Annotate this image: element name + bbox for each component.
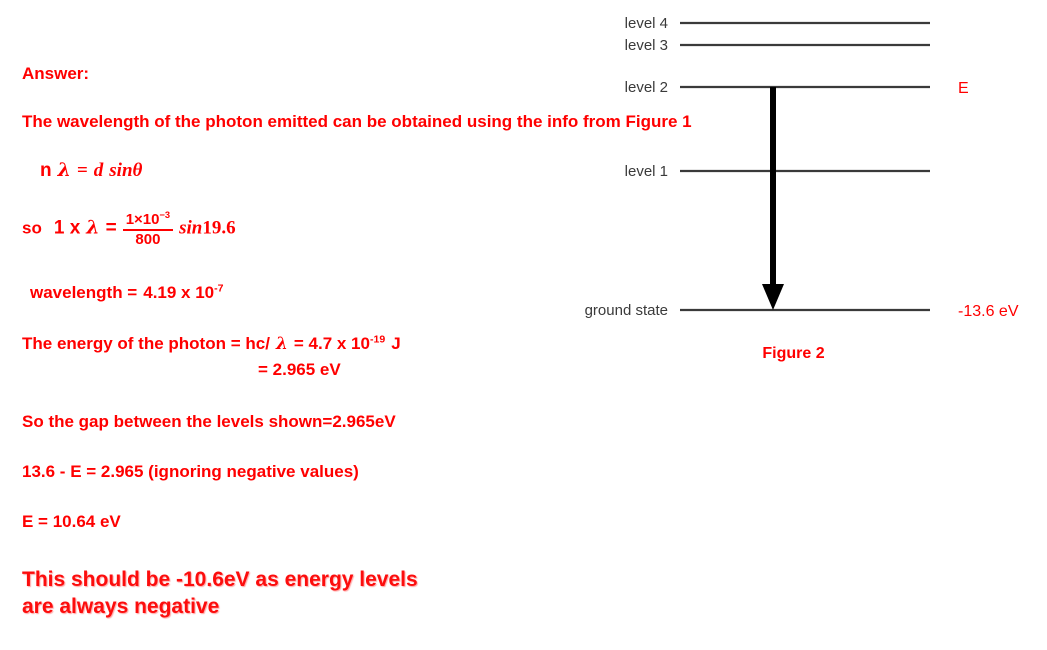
energy-equation: 13.6 - E = 2.965 (ignoring negative valu… [22,462,359,481]
transition-arrow-head [762,284,784,310]
wavelength-result: wavelength = 4.19 x 10-7 [30,283,224,303]
photon-energy-joules: The energy of the photon = hc/λ = 4.7 x 1… [22,334,401,355]
correction-note-line-2: are always negative [22,595,220,619]
energy-prefix: The energy of the photon = hc/ [22,334,270,353]
formula-lambda: λ [57,159,71,181]
level-label-1: level 3 [625,37,668,54]
level-label-0: level 4 [625,15,668,32]
energy-lambda: λ [275,334,288,354]
level-energy-tag-2: E [958,80,969,97]
energy-result: E = 10.64 eV [22,512,121,531]
fraction-numerator: 1×10−3 [123,210,173,229]
formula-diffraction-general: n λ = d sinθ [40,159,143,182]
formula-fraction: 1×10−3 800 [122,210,174,248]
level-label-3: level 1 [625,163,668,180]
numerator-base: 1×10 [125,211,160,228]
answer-heading: Answer: [22,64,90,83]
figure-caption: Figure 2 [540,345,1047,363]
correction-note-line-1: This should be -10.6eV as energy levels [22,568,418,591]
figure-caption-text: Figure 2 [762,345,825,362]
level-energy-tag-4: -13.6 eV [958,303,1019,320]
energy-value: = 4.7 x 10 [293,334,370,353]
formula-n: n [40,160,52,181]
fraction-denominator: 800 [122,228,174,248]
formula-one-x: 1 x [53,217,81,239]
formula-equals: = [76,160,88,181]
energy-unit: J [391,334,401,353]
numerator-exponent: −3 [159,210,171,220]
formula-lambda-2: λ [86,216,100,239]
solution-text-block: Answer: The wavelength of the photon emi… [22,64,692,621]
energy-exponent: -19 [369,333,386,346]
formula-diffraction-substituted: so 1 x λ = 1×10−3 800 sin19.6 [22,210,236,248]
transition-arrow-group [762,87,784,310]
level-label-2: level 2 [625,79,668,96]
photon-energy-ev: = 2.965 eV [258,360,341,379]
level-label-4: ground state [585,302,668,319]
wavelength-label: wavelength = [30,283,138,302]
formula-so: so [22,218,42,238]
formula-sin-theta: sinθ [109,160,143,181]
intro-sentence: The wavelength of the photon emitted can… [22,112,692,131]
formula-equals-2: = [105,217,117,239]
correction-note: This should be -10.6eV as energy levels … [22,566,418,621]
formula-sin: sin [179,217,203,239]
formula-d: d [93,160,104,181]
level-gap-statement: So the gap between the levels shown=2.96… [22,412,396,431]
wavelength-mantissa: 4.19 x 10 [143,283,215,302]
wavelength-exponent: -7 [214,282,224,295]
formula-angle: 19.6 [202,217,236,239]
